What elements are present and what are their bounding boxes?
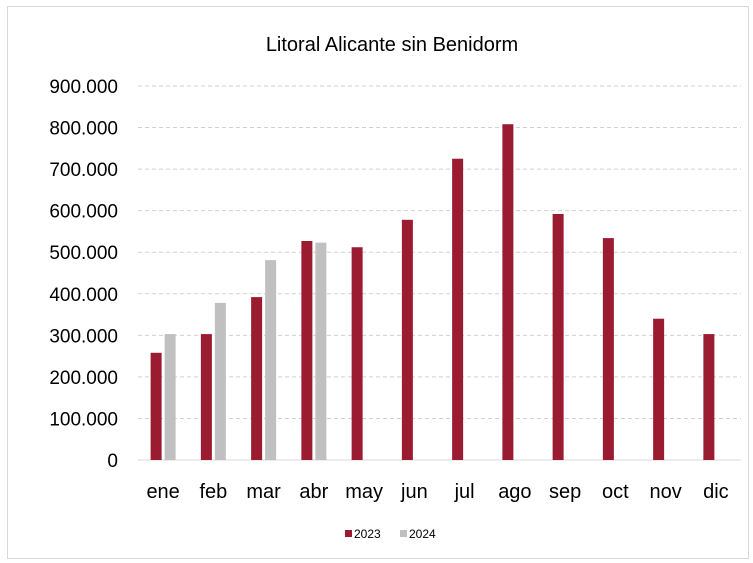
x-tick-label: dic bbox=[703, 481, 729, 503]
bar-2023-ene bbox=[150, 352, 162, 460]
x-tick-label: feb bbox=[199, 481, 227, 503]
x-tick-label: mar bbox=[246, 481, 281, 503]
legend: 2023 2024 bbox=[345, 527, 436, 541]
bar-2023-feb bbox=[200, 334, 212, 460]
legend-label-2024: 2024 bbox=[409, 527, 436, 541]
x-tick-label: jun bbox=[400, 481, 428, 503]
bar-2024-mar bbox=[265, 260, 277, 460]
y-tick-label: 900.000 bbox=[49, 77, 118, 98]
bar-2023-ago bbox=[502, 124, 514, 460]
bar-2023-nov bbox=[653, 318, 665, 460]
bar-2024-ene bbox=[164, 334, 176, 460]
x-tick-label: ene bbox=[146, 481, 179, 503]
bar-2024-abr bbox=[315, 242, 327, 460]
y-tick-label: 0 bbox=[107, 451, 118, 472]
bar-2023-may bbox=[351, 247, 363, 460]
x-tick-label: abr bbox=[299, 481, 328, 503]
legend-swatch-2024 bbox=[400, 530, 407, 537]
gridlines bbox=[138, 85, 741, 419]
y-tick-label: 500.000 bbox=[49, 243, 118, 264]
chart-frame bbox=[7, 6, 749, 559]
bar-2024-feb bbox=[214, 302, 226, 460]
y-tick-label: 300.000 bbox=[49, 326, 118, 347]
bars bbox=[150, 124, 715, 460]
bar-2023-oct bbox=[602, 238, 614, 460]
x-axis-ticks: ene feb mar abr may jun jul ago sep oct nov dic bbox=[146, 481, 728, 503]
y-tick-label: 600.000 bbox=[49, 202, 118, 223]
x-tick-label: jul bbox=[454, 481, 475, 503]
bar-2023-jun bbox=[401, 219, 413, 460]
y-tick-label: 200.000 bbox=[49, 368, 118, 389]
bar-2023-abr bbox=[301, 241, 313, 460]
bar-2023-mar bbox=[251, 297, 263, 460]
bar-2023-dic bbox=[703, 334, 715, 460]
x-tick-label: may bbox=[345, 481, 383, 503]
x-tick-label: ago bbox=[498, 481, 531, 503]
x-tick-label: oct bbox=[602, 481, 629, 503]
bar-2023-jul bbox=[452, 158, 464, 460]
y-tick-label: 700.000 bbox=[49, 160, 118, 181]
y-tick-label: 100.000 bbox=[49, 409, 118, 430]
legend-swatch-2023 bbox=[345, 530, 352, 537]
y-tick-label: 400.000 bbox=[49, 285, 118, 306]
bar-2023-sep bbox=[552, 213, 564, 460]
x-tick-label: nov bbox=[650, 481, 682, 503]
chart-title: Litoral Alicante sin Benidorm bbox=[266, 34, 518, 56]
x-tick-label: sep bbox=[549, 481, 581, 503]
y-tick-label: 800.000 bbox=[49, 119, 118, 140]
legend-label-2023: 2023 bbox=[354, 527, 381, 541]
y-axis-ticks: 0 100.000 200.000 300.000 400.000 500.000 600.… bbox=[49, 77, 118, 472]
